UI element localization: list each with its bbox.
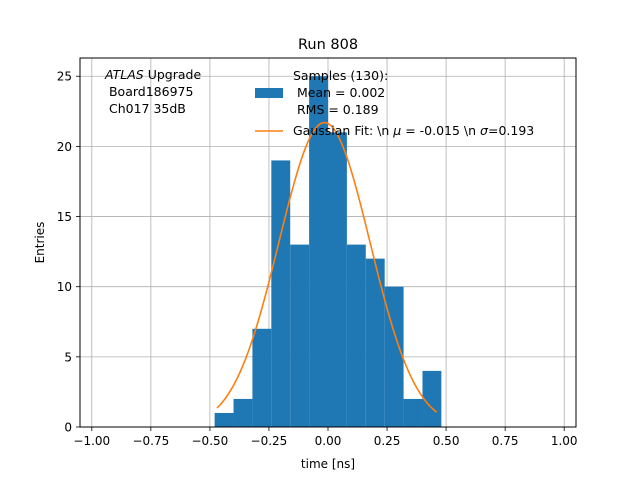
x-tick-label: −1.00 [73, 434, 110, 448]
legend-samples-patch [255, 88, 283, 98]
histogram-bar [365, 258, 385, 427]
histogram-bar [252, 328, 272, 427]
annotation-upgrade: Upgrade [144, 67, 202, 82]
legend-samples-title: Samples (130): [293, 68, 388, 83]
y-tick-label: 5 [64, 350, 72, 364]
y-tick-label: 10 [57, 280, 72, 294]
atlas-annotation: ATLAS Upgrade Board186975 Ch017 35dB [104, 67, 201, 116]
legend-samples-rms: RMS = 0.189 [293, 102, 379, 117]
legend-fit-text-2: = -0.015 \n [401, 123, 480, 138]
histogram-bars [214, 76, 442, 428]
x-axis-label: time [ns] [301, 457, 355, 471]
histogram-bar [233, 398, 253, 427]
legend-fit-text-3: =0.193 [488, 123, 534, 138]
legend: Samples (130): Mean = 0.002 RMS = 0.189 … [255, 68, 534, 138]
annotation-line-2: Board186975 [105, 84, 193, 99]
x-tick-label: −0.50 [192, 434, 229, 448]
legend-samples-mean: Mean = 0.002 [293, 85, 385, 100]
annotation-atlas: ATLAS [104, 67, 144, 82]
histogram-bar [309, 76, 328, 428]
y-tick-label: 15 [57, 210, 72, 224]
x-tick-label: 0.50 [433, 434, 460, 448]
histogram-bar [346, 244, 366, 427]
x-tick-label: −0.25 [251, 434, 288, 448]
histogram-bar [384, 286, 404, 427]
legend-fit-label: Gaussian Fit: \n μ = -0.015 \n σ=0.193 [293, 123, 534, 138]
histogram-bar [214, 412, 234, 427]
y-tick-label: 0 [64, 421, 72, 435]
legend-fit-mu: μ [392, 123, 401, 138]
histogram-bar [403, 398, 423, 427]
chart-title: Run 808 [298, 37, 358, 53]
histogram-bar [290, 244, 310, 427]
gaussian-fit-line [216, 121, 438, 413]
x-tick-label: 1.00 [551, 434, 578, 448]
x-tick-label: 0.25 [374, 434, 401, 448]
histogram-bar [422, 370, 442, 427]
legend-fit-sigma: σ [480, 123, 489, 138]
histogram-bar [271, 160, 291, 427]
x-axis-ticks: −1.00 −0.75 −0.50 −0.25 0.00 0.25 0.50 0.75 1.00 [73, 427, 578, 448]
x-tick-label: 0.00 [315, 434, 342, 448]
y-tick-label: 25 [57, 70, 72, 84]
annotation-line-1: ATLAS Upgrade [104, 67, 201, 82]
y-tick-label: 20 [57, 140, 72, 154]
x-tick-label: −0.75 [132, 434, 169, 448]
annotation-line-3: Ch017 35dB [105, 101, 186, 116]
histogram-bar [328, 132, 347, 428]
legend-fit-text-1: Gaussian Fit: \n [293, 123, 393, 138]
y-axis-label: Entries [33, 222, 47, 264]
x-tick-label: 0.75 [492, 434, 519, 448]
y-axis-ticks: 0 5 10 15 20 25 [57, 70, 80, 435]
